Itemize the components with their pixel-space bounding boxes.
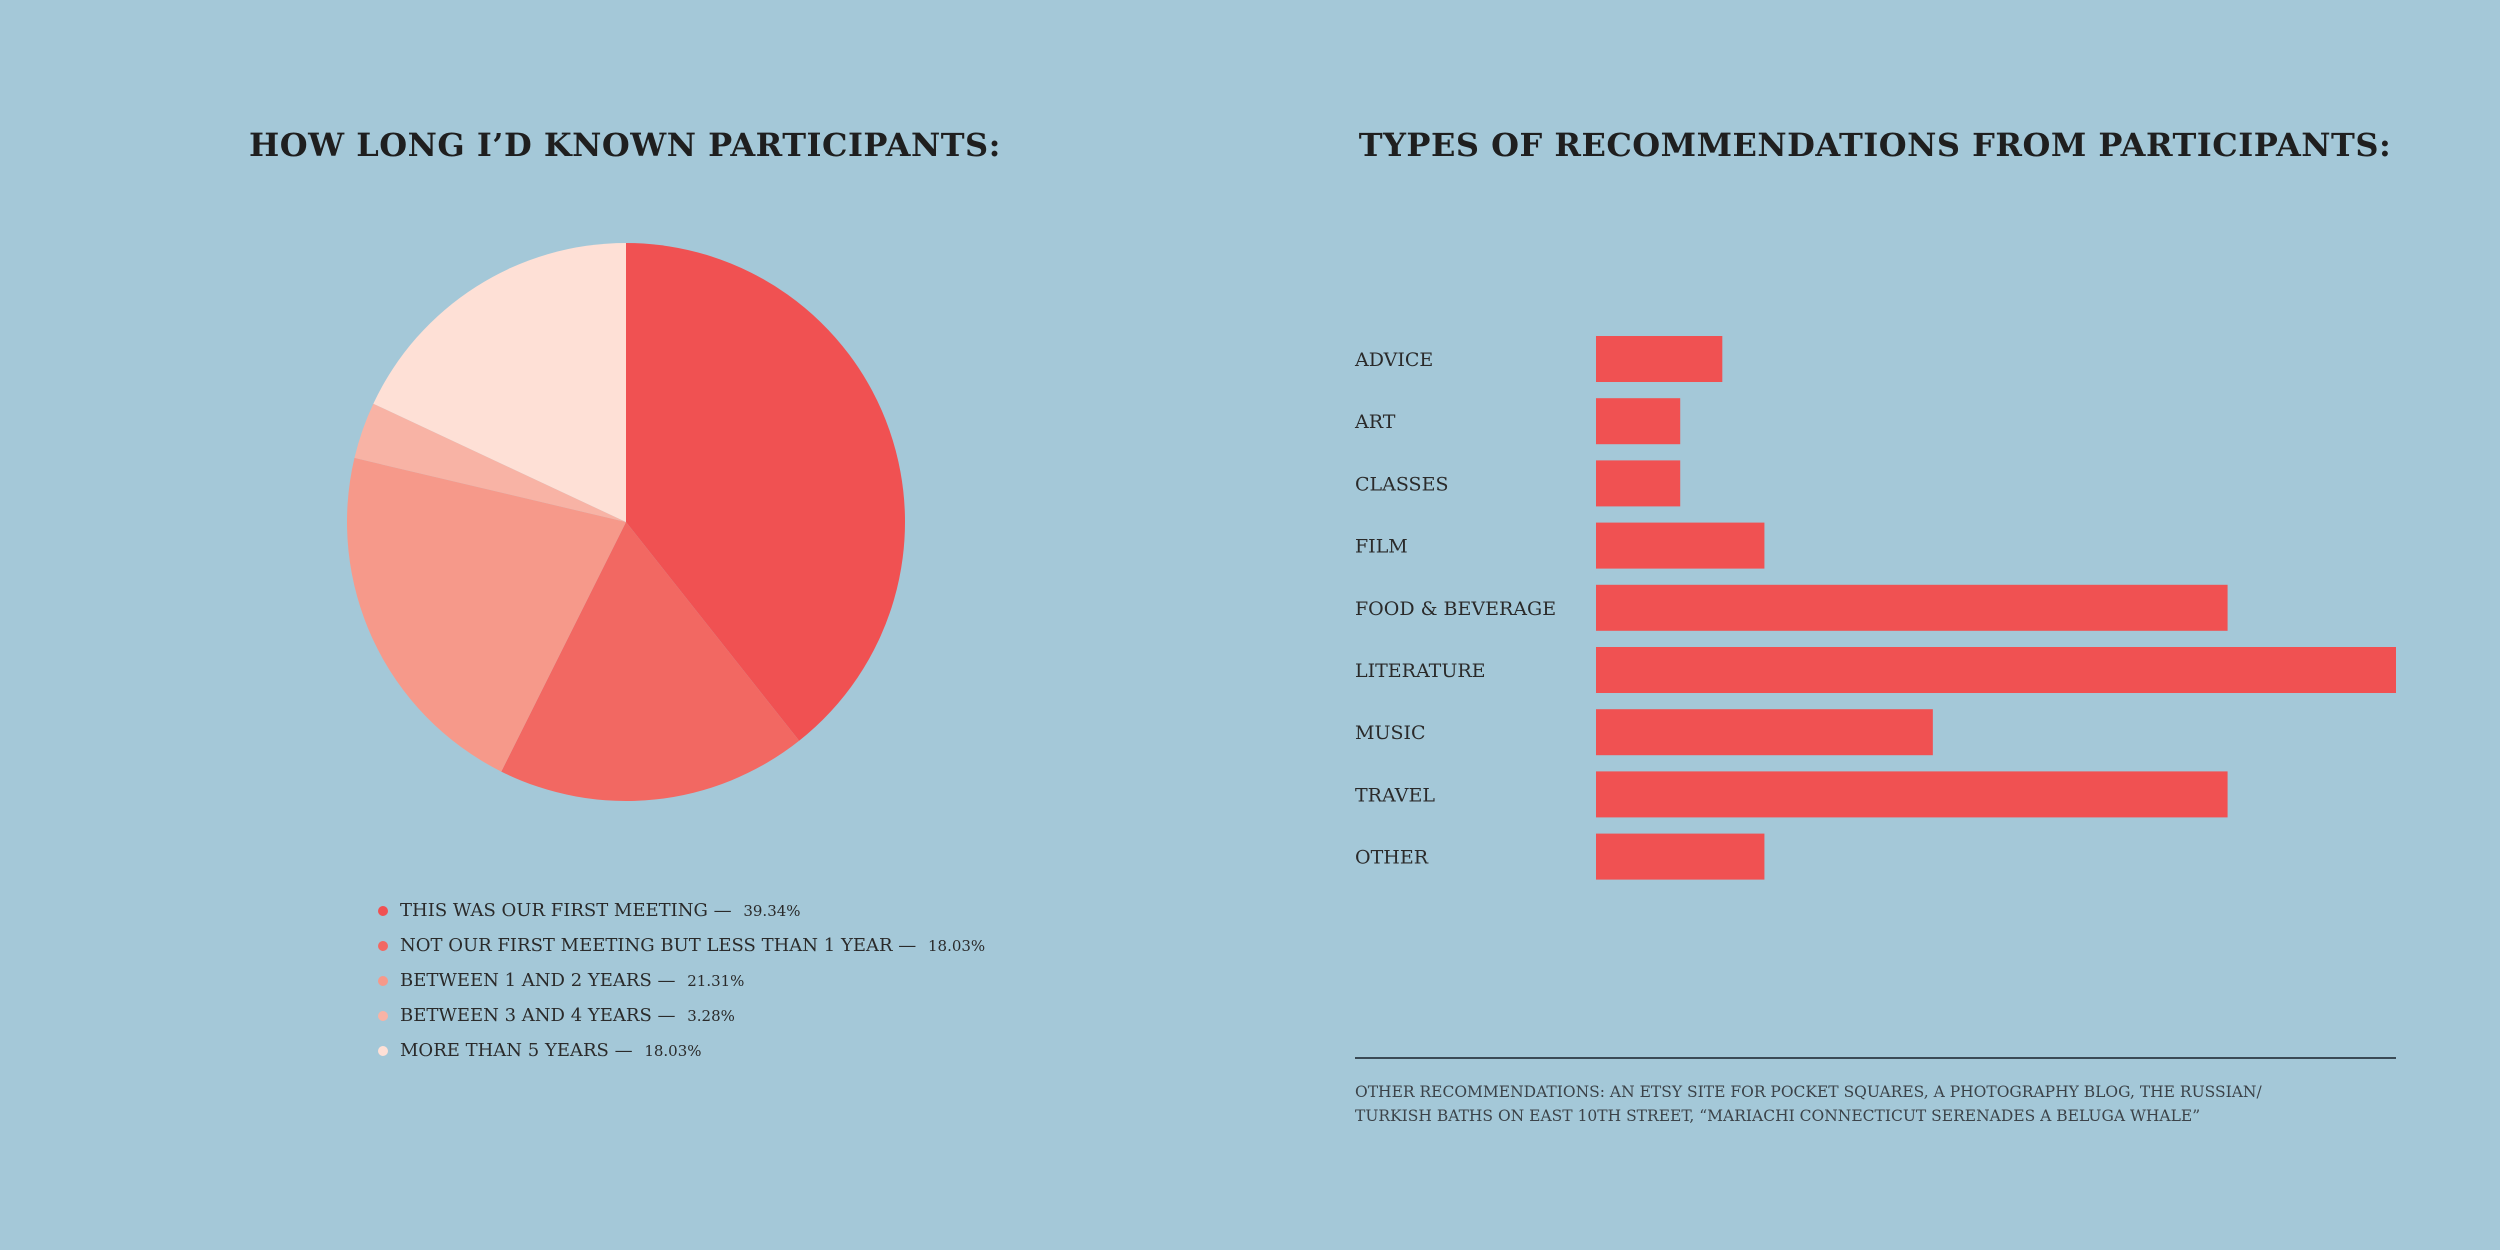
bar-advice (1596, 336, 1723, 382)
bar-classes (1596, 460, 1681, 507)
bar-other (1596, 833, 1765, 880)
bar-art (1596, 398, 1681, 445)
bar-literature (1596, 647, 2396, 693)
legend-value: 3.28% (687, 1007, 735, 1025)
legend-dot (378, 975, 388, 986)
bar-chart-panel: TYPES OF RECOMMENDATIONS FROM PARTICIPAN… (1250, 0, 2500, 1250)
footnote-line-1: OTHER RECOMMENDATIONS: AN ETSY SITE FOR … (1355, 1083, 2262, 1101)
pie-slice-3 (347, 457, 626, 772)
bar-food-beverage (1596, 584, 2228, 631)
footnote: OTHER RECOMMENDATIONS: AN ETSY SITE FOR … (1355, 1080, 2396, 1128)
legend-label: BETWEEN 3 AND 4 YEARS — 3.28% (400, 1005, 735, 1026)
legend-dot (378, 905, 388, 916)
pie-slice-1 (626, 243, 906, 741)
footnote-line-2: TURKISH BATHS ON EAST 10TH STREET, “MARI… (1355, 1107, 2201, 1125)
legend-value: 18.03% (927, 937, 986, 955)
legend-item: MORE THAN 5 YEARS — 18.03% (378, 1033, 985, 1068)
legend-item: THIS WAS OUR FIRST MEETING — 39.34% (378, 893, 985, 928)
pie-chart (347, 243, 906, 802)
bar-chart-title: TYPES OF RECOMMENDATIONS FROM PARTICIPAN… (1358, 126, 2392, 164)
legend-label: BETWEEN 1 AND 2 YEARS — 21.31% (400, 970, 745, 991)
legend-dot (378, 1045, 388, 1056)
bar-category-label: CLASSES (1355, 473, 1448, 495)
bar-travel (1596, 771, 2228, 818)
bar-category-label: ART (1354, 411, 1396, 433)
legend-label: MORE THAN 5 YEARS — 18.03% (400, 1040, 702, 1061)
legend-dot (378, 1010, 388, 1021)
legend-label: THIS WAS OUR FIRST MEETING — 39.34% (400, 900, 801, 921)
bar-category-label: LITERATURE (1355, 660, 1486, 682)
bar-category-label: OTHER (1355, 847, 1429, 869)
legend-label: NOT OUR FIRST MEETING BUT LESS THAN 1 YE… (400, 935, 986, 956)
pie-slice-2 (501, 522, 800, 802)
legend-item: BETWEEN 3 AND 4 YEARS — 3.28% (378, 998, 985, 1033)
bar-category-label: ADVICE (1354, 349, 1433, 371)
pie-chart-title: HOW LONG I’D KNOWN PARTICIPANTS: (249, 126, 1001, 164)
legend-item: NOT OUR FIRST MEETING BUT LESS THAN 1 YE… (378, 928, 985, 963)
bar-film (1596, 522, 1765, 569)
bar-category-label: FOOD & BEVERAGE (1355, 598, 1556, 620)
bar-category-label: TRAVEL (1355, 784, 1435, 806)
pie-slice-4 (354, 403, 626, 522)
footnote-divider (1355, 1057, 2396, 1059)
legend-value: 21.31% (687, 972, 745, 990)
legend-value: 39.34% (743, 902, 801, 920)
legend-dot (378, 940, 388, 951)
legend-item: BETWEEN 1 AND 2 YEARS — 21.31% (378, 963, 985, 998)
pie-legend: THIS WAS OUR FIRST MEETING — 39.34% NOT O… (378, 893, 985, 1068)
pie-chart-panel: HOW LONG I’D KNOWN PARTICIPANTS: THIS WA… (249, 126, 1001, 1068)
bar-category-label: MUSIC (1355, 722, 1426, 744)
pie-slice-5 (373, 243, 626, 522)
bar-music (1596, 709, 1933, 756)
legend-value: 18.03% (644, 1042, 702, 1060)
bar-category-label: FILM (1355, 536, 1408, 558)
bar-chart: ADVICE ART CLASSES FILM FOOD & BEVERAGE LITER… (1354, 336, 2396, 880)
